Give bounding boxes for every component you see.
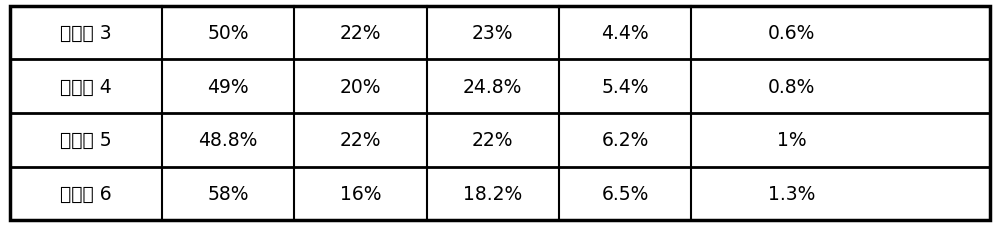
Text: 实施例 6: 实施例 6	[60, 184, 112, 203]
Text: 50%: 50%	[207, 24, 249, 43]
Text: 23%: 23%	[472, 24, 513, 43]
Text: 48.8%: 48.8%	[198, 131, 258, 150]
Text: 6.2%: 6.2%	[601, 131, 649, 150]
Text: 22%: 22%	[340, 24, 381, 43]
Text: 18.2%: 18.2%	[463, 184, 522, 203]
Text: 58%: 58%	[207, 184, 249, 203]
Text: 20%: 20%	[340, 77, 381, 96]
Text: 0.8%: 0.8%	[768, 77, 815, 96]
Text: 5.4%: 5.4%	[601, 77, 649, 96]
Text: 实施例 3: 实施例 3	[60, 24, 112, 43]
Text: 49%: 49%	[207, 77, 249, 96]
Text: 0.6%: 0.6%	[768, 24, 815, 43]
Text: 22%: 22%	[340, 131, 381, 150]
Text: 6.5%: 6.5%	[601, 184, 649, 203]
Text: 24.8%: 24.8%	[463, 77, 522, 96]
Text: 16%: 16%	[340, 184, 381, 203]
Text: 22%: 22%	[472, 131, 513, 150]
Text: 实施例 4: 实施例 4	[60, 77, 112, 96]
Text: 1.3%: 1.3%	[768, 184, 815, 203]
Text: 4.4%: 4.4%	[601, 24, 649, 43]
Text: 1%: 1%	[777, 131, 806, 150]
Text: 实施例 5: 实施例 5	[60, 131, 112, 150]
